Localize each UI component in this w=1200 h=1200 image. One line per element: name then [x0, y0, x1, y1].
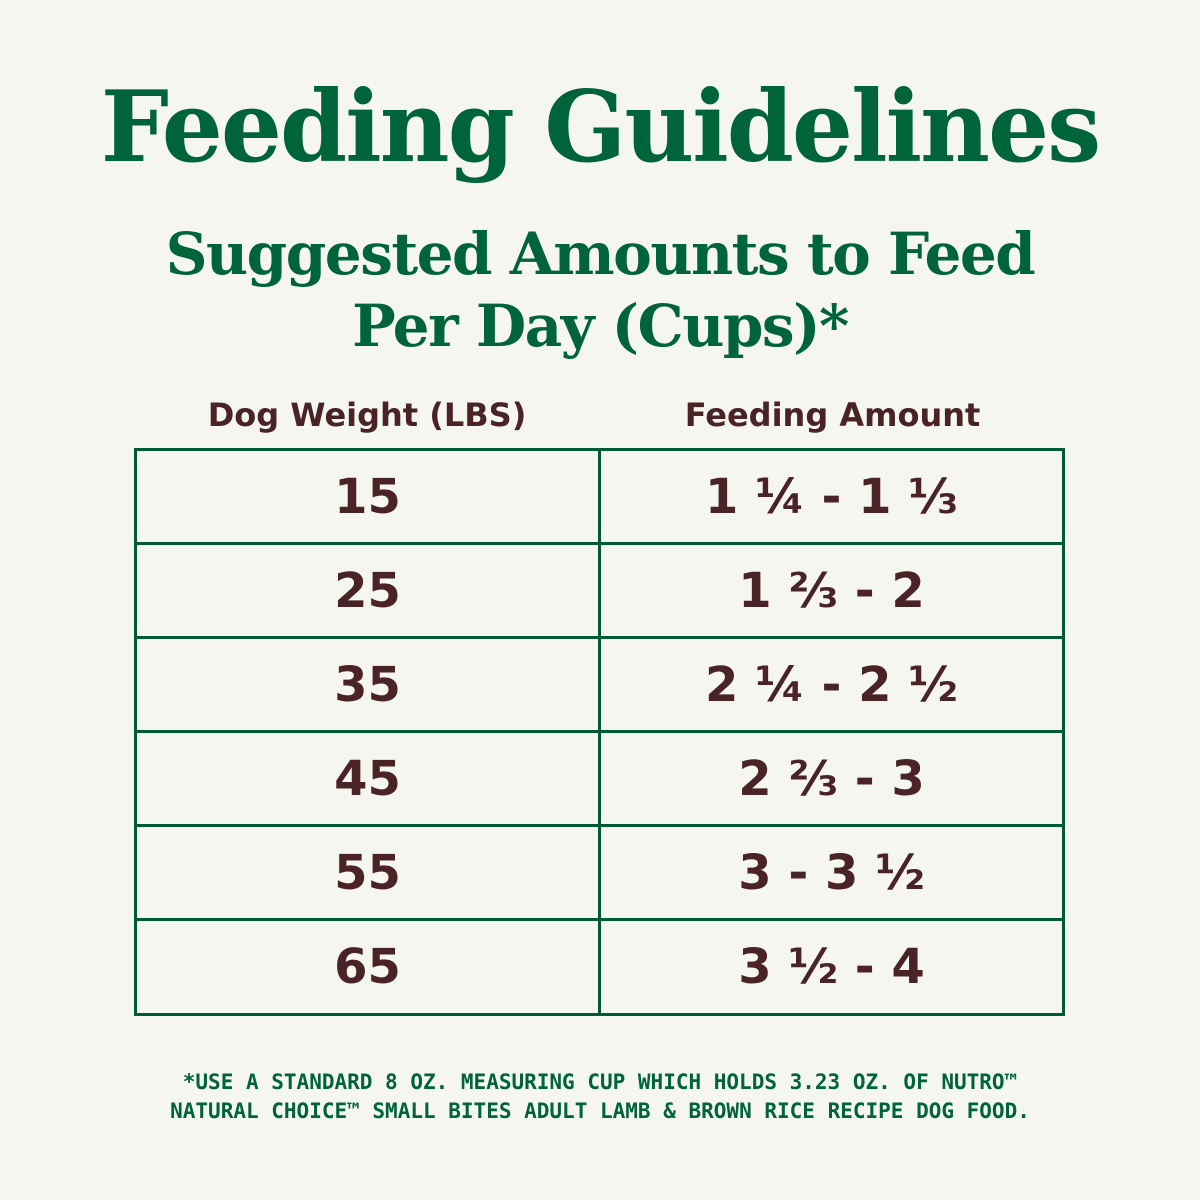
page-subtitle: Suggested Amounts to Feed Per Day (Cups)…	[0, 218, 1200, 362]
footnote-line-2: NATURAL CHOICE™ SMALL BITES ADULT LAMB &…	[170, 1099, 1030, 1123]
amount-cell: 1 ⅔ - 2	[738, 562, 925, 619]
weight-cell: 25	[137, 545, 601, 636]
footnote-line-1: *USE A STANDARD 8 OZ. MEASURING CUP WHIC…	[182, 1070, 1018, 1094]
table-row: 55 3 - 3 ½	[137, 827, 1062, 921]
subtitle-line-1: Suggested Amounts to Feed	[165, 220, 1036, 288]
weight-cell: 15	[137, 451, 601, 542]
weight-cell: 55	[137, 827, 601, 918]
table-row: 65 3 ½ - 4	[137, 921, 1062, 1013]
table-header: Dog Weight (LBS) Feeding Amount	[134, 390, 1065, 440]
weight-cell: 65	[137, 921, 601, 1013]
table-row: 25 1 ⅔ - 2	[137, 545, 1062, 639]
amount-cell: 3 ½ - 4	[738, 939, 925, 995]
column-header-dog-weight: Dog Weight (LBS)	[207, 396, 527, 434]
weight-cell: 35	[137, 639, 601, 730]
amount-cell: 1 ¼ - 1 ⅓	[705, 468, 958, 525]
amount-cell: 2 ¼ - 2 ½	[705, 656, 958, 713]
weight-cell: 45	[137, 733, 601, 824]
subtitle-line-2: Per Day (Cups)*	[352, 292, 849, 360]
footnote: *USE A STANDARD 8 OZ. MEASURING CUP WHIC…	[0, 1068, 1200, 1126]
table-row: 45 2 ⅔ - 3	[137, 733, 1062, 827]
table-row: 35 2 ¼ - 2 ½	[137, 639, 1062, 733]
amount-cell: 3 - 3 ½	[738, 844, 925, 901]
table-row: 15 1 ¼ - 1 ⅓	[137, 451, 1062, 545]
column-header-feeding-amount: Feeding Amount	[684, 396, 981, 434]
feeding-table: 15 1 ¼ - 1 ⅓ 25 1 ⅔ - 2 35 2 ¼ - 2 ½ 45 …	[134, 448, 1065, 1016]
page-title: Feeding Guidelines	[100, 70, 1101, 185]
amount-cell: 2 ⅔ - 3	[738, 750, 925, 807]
